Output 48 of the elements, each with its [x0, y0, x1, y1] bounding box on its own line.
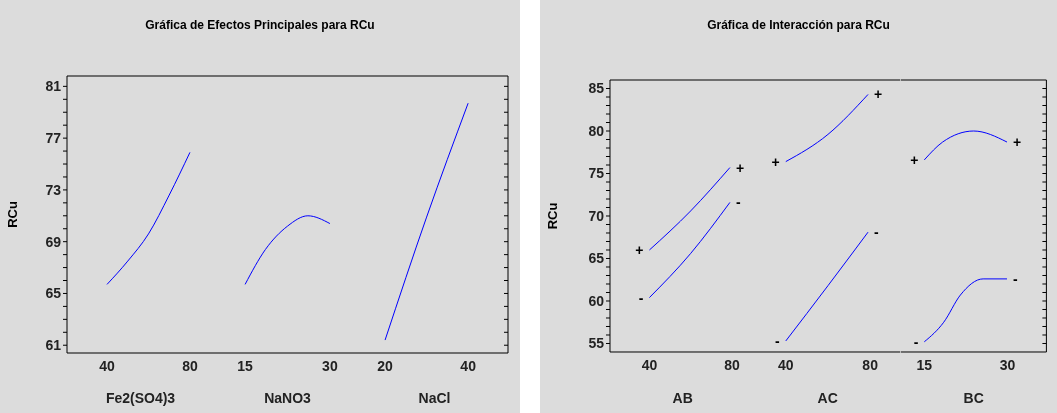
y-tick-label: 69 — [45, 233, 62, 250]
text: Gráfica de Interacción para RCu — [706, 18, 891, 32]
y-tick-label: 73 — [45, 181, 62, 198]
y-tick-label: 65 — [45, 285, 62, 302]
annotation: - — [913, 333, 919, 350]
annotation: + — [909, 151, 918, 168]
x-tick-label: 30 — [322, 357, 338, 374]
annotation: - — [874, 224, 880, 241]
x-tick-label: 40 — [460, 357, 477, 374]
x-tick-label: 80 — [182, 357, 198, 374]
x-axis-title: NaCl — [418, 390, 451, 406]
x-tick-label: 40 — [778, 356, 795, 373]
line-series — [106, 151, 191, 285]
x-tick-label: 80 — [862, 356, 879, 373]
annotation: + — [874, 86, 883, 103]
x-tick-label: 40 — [99, 357, 116, 374]
x-tick-label: 15 — [237, 357, 254, 374]
y-tick-label: 65 — [588, 250, 605, 267]
annotation: - — [735, 194, 741, 211]
y-tick-label: 80 — [588, 122, 605, 139]
y-tick-label: 81 — [45, 78, 62, 95]
y-tick-label: 61 — [45, 337, 62, 354]
x-tick-label: 30 — [999, 356, 1016, 373]
x-tick-label: 40 — [641, 356, 658, 373]
text: Gráfica de Efectos Principales para RCu — [144, 18, 376, 32]
x-tick-label: 15 — [916, 356, 932, 373]
y-tick-label: 70 — [588, 207, 605, 224]
x-axis-title: BC — [963, 389, 984, 406]
annotation: - — [1012, 270, 1018, 287]
x-tick-label: 80 — [724, 356, 740, 373]
y-tick-label: 85 — [588, 80, 605, 97]
x-tick-label: 20 — [377, 357, 394, 374]
y-tick-label: 60 — [588, 292, 605, 309]
annotation: + — [635, 241, 644, 258]
y-axis-title: RCu — [544, 202, 560, 230]
x-axis-title: Fe2(SO4)3 — [105, 390, 176, 406]
x-axis-title: NaNO3 — [264, 390, 312, 406]
y-axis-title: RCu — [4, 201, 20, 228]
annotation: - — [775, 332, 781, 349]
y-tick-label: 75 — [588, 165, 605, 182]
y-tick-label: 55 — [588, 335, 605, 352]
x-axis-title: AB — [672, 390, 693, 406]
annotation: + — [771, 153, 781, 170]
annotation: - — [638, 289, 644, 306]
x-axis-title: AC — [817, 390, 839, 406]
annotation: + — [1012, 134, 1021, 151]
y-tick-label: 77 — [45, 130, 62, 147]
annotation: + — [735, 159, 745, 176]
